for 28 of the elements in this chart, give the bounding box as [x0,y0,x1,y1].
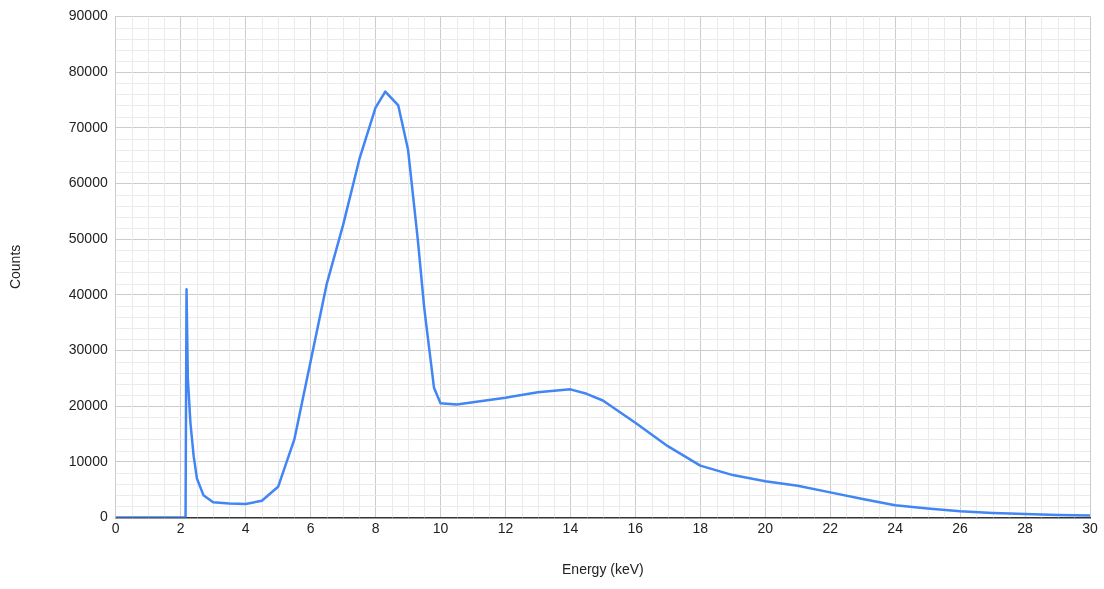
x-tick-label: 18 [692,519,709,536]
y-tick-label: 90000 [68,7,108,24]
y-tick-label: 0 [99,508,108,525]
y-axis-title: Counts [7,244,24,290]
x-tick-label: 22 [822,519,839,536]
y-tick-label: 30000 [68,341,108,358]
y-tick-label: 60000 [68,174,108,191]
x-tick-label: 6 [306,519,315,536]
x-tick-label: 10 [432,519,449,536]
x-tick-label: 16 [627,519,644,536]
x-tick-label: 4 [241,519,250,536]
x-tick-label: 0 [111,519,120,536]
y-tick-label: 20000 [68,396,108,413]
x-tick-label: 24 [887,519,904,536]
x-tick-label: 12 [497,519,514,536]
y-tick-label: 40000 [68,285,108,302]
x-tick-label: 28 [1017,519,1034,536]
y-tick-label: 70000 [68,118,108,135]
y-tick-label: 80000 [68,62,108,79]
x-tick-label: 26 [952,519,969,536]
x-axis-title: Energy (keV) [562,561,644,578]
x-tick-label: 8 [371,519,380,536]
x-tick-label: 20 [757,519,774,536]
x-tick-label: 2 [176,519,185,536]
y-tick-label: 50000 [68,229,108,246]
x-tick-label: 14 [562,519,579,536]
x-tick-label: 30 [1082,519,1098,536]
y-tick-label: 10000 [68,452,108,469]
